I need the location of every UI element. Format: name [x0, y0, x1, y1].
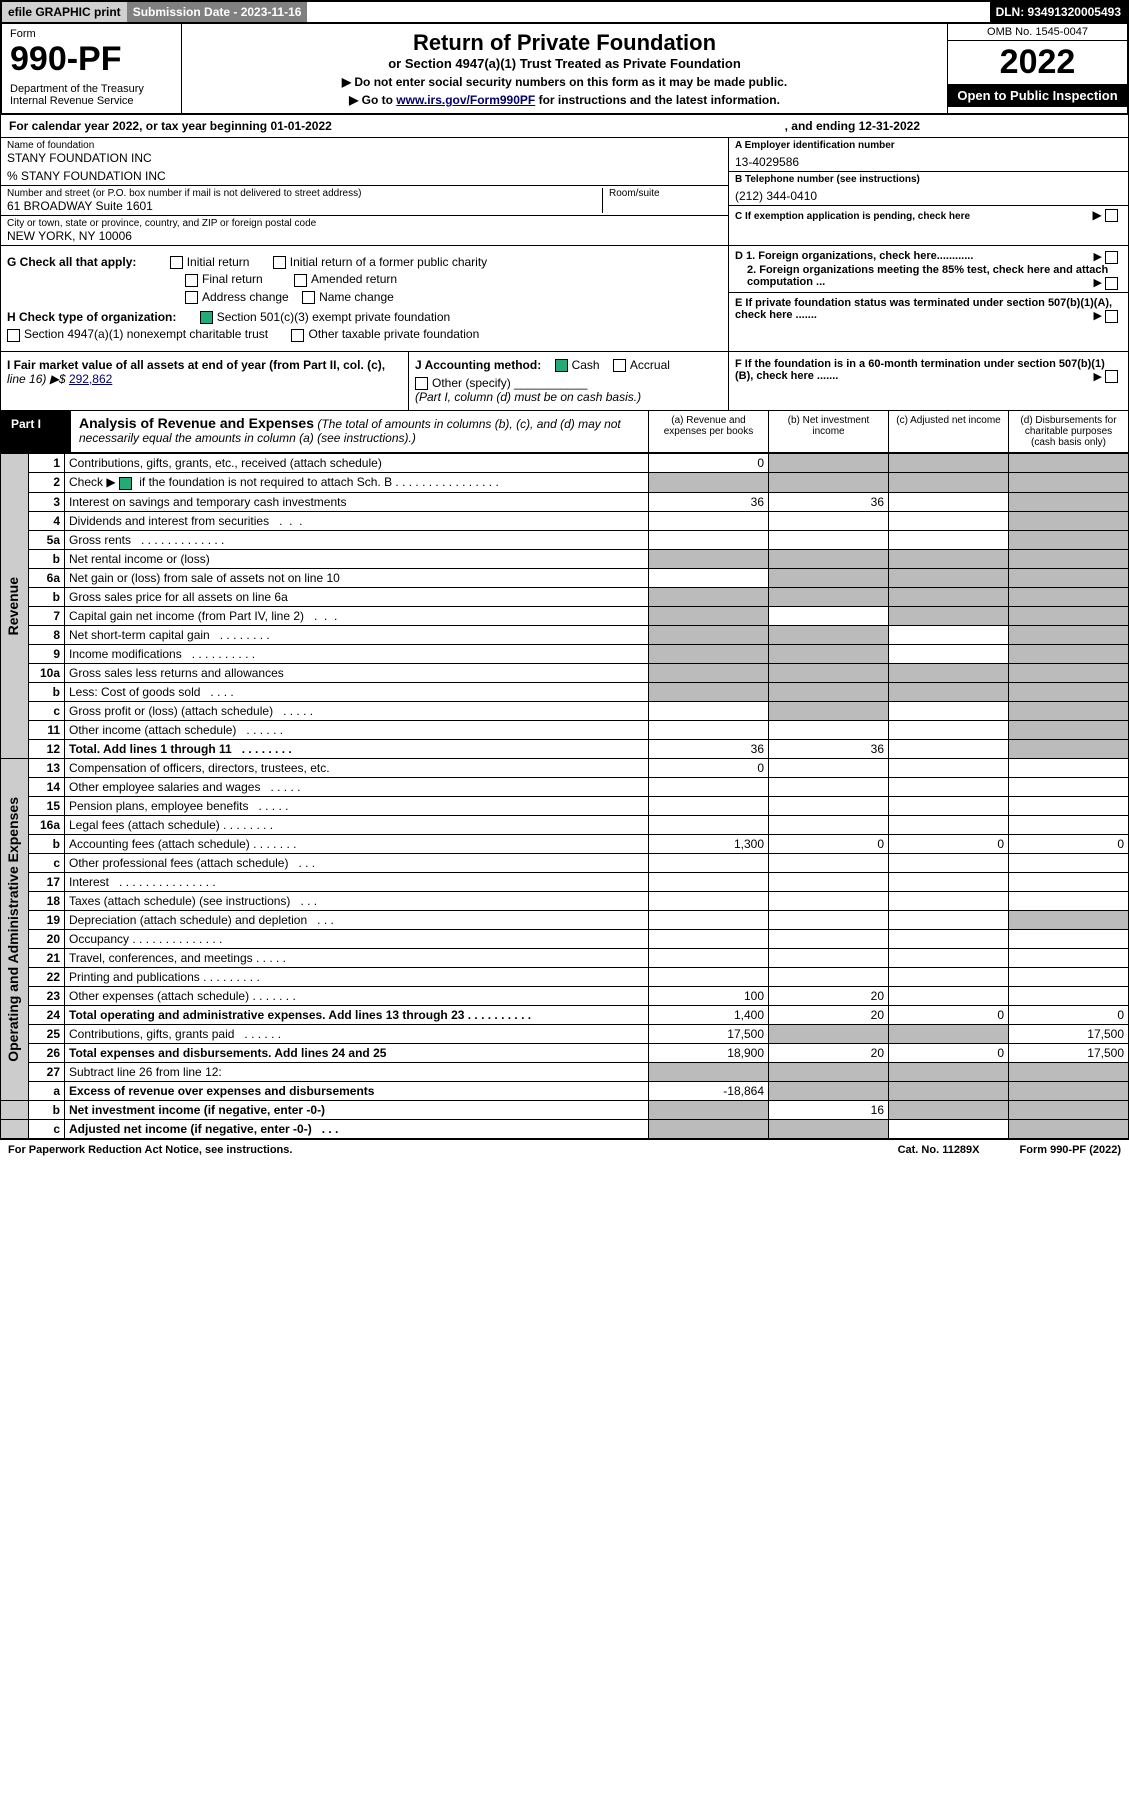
schb-checkbox[interactable] [119, 477, 132, 490]
accrual-checkbox[interactable] [613, 359, 626, 372]
foundation-name-row: Name of foundation STANY FOUNDATION INC … [1, 138, 728, 186]
initial-return-checkbox[interactable] [170, 256, 183, 269]
efile-label[interactable]: efile GRAPHIC print [2, 2, 127, 22]
ij-section: I Fair market value of all assets at end… [0, 352, 1129, 412]
address-row: Number and street (or P.O. box number if… [1, 186, 728, 216]
part1-header: Part I Analysis of Revenue and Expenses … [0, 411, 1129, 453]
ein-row: A Employer identification number 13-4029… [729, 138, 1128, 172]
exemption-checkbox[interactable] [1105, 209, 1118, 222]
form-id-block: Form 990-PF Department of the Treasury I… [2, 24, 182, 113]
open-inspection: Open to Public Inspection [948, 84, 1127, 107]
form-subtitle: or Section 4947(a)(1) Trust Treated as P… [188, 56, 941, 71]
part1-label: Part I [1, 411, 71, 452]
irs-link[interactable]: www.irs.gov/Form990PF [396, 93, 535, 107]
revenue-side-label: Revenue [5, 577, 21, 635]
col-a-header: (a) Revenue and expenses per books [648, 411, 768, 452]
col-c-header: (c) Adjusted net income [888, 411, 1008, 452]
tax-year: 2022 [948, 41, 1127, 84]
e-row: E If private foundation status was termi… [729, 293, 1128, 325]
cash-checkbox[interactable] [555, 359, 568, 372]
f-row: F If the foundation is in a 60-month ter… [728, 352, 1128, 411]
f-checkbox[interactable] [1105, 370, 1118, 383]
part1-table: Revenue 1Contributions, gifts, grants, e… [0, 453, 1129, 1138]
cat-number: Cat. No. 11289X [898, 1144, 980, 1156]
calendar-year-row: For calendar year 2022, or tax year begi… [0, 115, 1129, 138]
expenses-side-label: Operating and Administrative Expenses [5, 797, 21, 1062]
goto-note: ▶ Go to www.irs.gov/Form990PF for instru… [188, 93, 941, 107]
form-title-block: Return of Private Foundation or Section … [182, 24, 947, 113]
gh-section: G Check all that apply: Initial return I… [0, 246, 1129, 352]
4947-checkbox[interactable] [7, 329, 20, 342]
omb-number: OMB No. 1545-0047 [948, 24, 1127, 41]
form-label: Form [10, 28, 173, 40]
d1-row: D 1. Foreign organizations, check here..… [729, 246, 1128, 293]
i-label: I Fair market value of all assets at end… [7, 358, 402, 372]
other-method-checkbox[interactable] [415, 377, 428, 390]
exemption-row: C If exemption application is pending, c… [729, 206, 1128, 224]
e-checkbox[interactable] [1105, 310, 1118, 323]
pra-notice: For Paperwork Reduction Act Notice, see … [8, 1144, 292, 1156]
city-row: City or town, state or province, country… [1, 216, 728, 245]
dln-label: DLN: 93491320005493 [990, 2, 1127, 22]
amended-return-checkbox[interactable] [294, 274, 307, 287]
g-row: G Check all that apply: Initial return I… [7, 255, 722, 269]
page-footer: For Paperwork Reduction Act Notice, see … [0, 1139, 1129, 1160]
col-b-header: (b) Net investment income [768, 411, 888, 452]
identity-block: Name of foundation STANY FOUNDATION INC … [0, 138, 1129, 246]
form-header: Form 990-PF Department of the Treasury I… [0, 24, 1129, 115]
other-taxable-checkbox[interactable] [291, 329, 304, 342]
h-row: H Check type of organization: Section 50… [7, 310, 722, 324]
dept-label: Department of the Treasury Internal Reve… [10, 83, 173, 107]
form-number: 990-PF [10, 40, 173, 79]
fmv-value[interactable]: 292,862 [69, 372, 112, 386]
year-block: OMB No. 1545-0047 2022 Open to Public In… [947, 24, 1127, 113]
final-return-checkbox[interactable] [185, 274, 198, 287]
form-ref: Form 990-PF (2022) [1020, 1144, 1121, 1156]
ssn-warning: ▶ Do not enter social security numbers o… [188, 75, 941, 89]
phone-row: B Telephone number (see instructions) (2… [729, 172, 1128, 206]
col-d-header: (d) Disbursements for charitable purpose… [1008, 411, 1128, 452]
top-bar: efile GRAPHIC print Submission Date - 20… [0, 0, 1129, 24]
address-change-checkbox[interactable] [185, 291, 198, 304]
public-charity-checkbox[interactable] [273, 256, 286, 269]
501c3-checkbox[interactable] [200, 311, 213, 324]
d2-checkbox[interactable] [1105, 277, 1118, 290]
submission-date: Submission Date - 2023-11-16 [127, 2, 308, 22]
name-change-checkbox[interactable] [302, 291, 315, 304]
d1-checkbox[interactable] [1105, 251, 1118, 264]
j-label: J Accounting method: [415, 358, 541, 372]
form-title: Return of Private Foundation [188, 30, 941, 56]
